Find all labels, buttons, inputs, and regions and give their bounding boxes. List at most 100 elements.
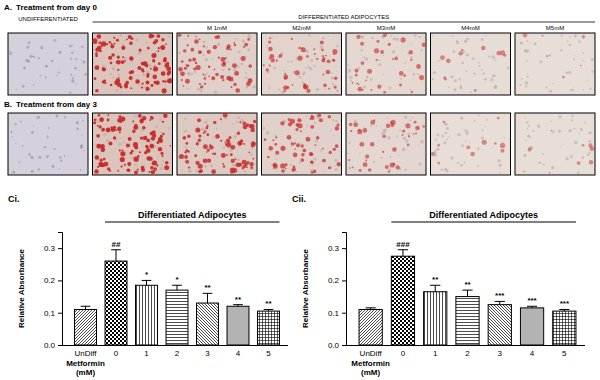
lipid-droplet bbox=[267, 156, 270, 159]
cell bbox=[160, 167, 163, 170]
lipid-droplet bbox=[146, 81, 150, 85]
lipid-droplet bbox=[332, 59, 335, 62]
lipid-droplet bbox=[263, 64, 265, 66]
lipid-droplet bbox=[337, 162, 341, 166]
cell bbox=[316, 88, 319, 91]
lipid-droplet bbox=[361, 89, 363, 91]
lipid-droplet bbox=[314, 144, 316, 146]
lipid-droplet bbox=[213, 152, 216, 155]
cell bbox=[402, 148, 406, 152]
lipid-droplet bbox=[151, 163, 153, 165]
cell bbox=[409, 119, 411, 121]
lipid-droplet bbox=[388, 43, 391, 46]
lipid-droplet bbox=[151, 53, 156, 58]
lipid-droplet bbox=[383, 91, 386, 94]
x-axis: UnDiff012345 bbox=[346, 345, 585, 358]
lipid-droplet bbox=[300, 130, 302, 132]
lipid-droplet bbox=[352, 82, 354, 84]
lipid-droplet bbox=[211, 169, 216, 174]
lipid-droplet bbox=[203, 159, 208, 164]
cell bbox=[14, 123, 16, 125]
cell bbox=[154, 145, 156, 147]
lipid-droplet bbox=[138, 48, 141, 51]
tick: 0.3 bbox=[328, 244, 346, 253]
cell bbox=[350, 80, 352, 82]
lipid-droplet bbox=[227, 140, 230, 143]
tick-label: 3 bbox=[498, 349, 503, 358]
lipid-droplet bbox=[399, 71, 404, 76]
cell bbox=[571, 119, 573, 121]
lipid-droplet bbox=[204, 83, 206, 85]
lipid-droplet bbox=[185, 160, 189, 164]
cell bbox=[184, 118, 187, 121]
cell bbox=[451, 35, 453, 37]
lipid-droplet bbox=[365, 159, 367, 161]
cell bbox=[432, 78, 434, 80]
lipid-droplet bbox=[464, 40, 466, 42]
cell bbox=[441, 135, 444, 138]
lipid-droplet bbox=[185, 79, 190, 84]
cell bbox=[481, 69, 483, 71]
cell bbox=[245, 77, 248, 80]
lipid-droplet bbox=[380, 50, 384, 54]
lipid-droplet bbox=[209, 144, 211, 146]
lipid-droplet bbox=[127, 169, 130, 172]
lipid-droplet bbox=[225, 57, 227, 59]
lipid-droplet bbox=[106, 43, 108, 45]
cell bbox=[358, 67, 360, 69]
cell bbox=[566, 157, 569, 160]
lipid-droplet bbox=[481, 46, 486, 51]
cell bbox=[58, 51, 61, 54]
lipid-droplet bbox=[161, 71, 166, 76]
lipid-droplet bbox=[154, 65, 156, 67]
lipid-droplet bbox=[151, 136, 155, 140]
cell bbox=[305, 67, 307, 69]
lipid-droplet bbox=[237, 131, 240, 134]
lipid-droplet bbox=[142, 126, 146, 130]
lipid-droplet bbox=[226, 154, 228, 156]
cell bbox=[494, 86, 498, 90]
micrograph bbox=[262, 33, 342, 95]
cell bbox=[477, 147, 480, 150]
lipid-droplet bbox=[165, 161, 169, 165]
lipid-droplet bbox=[247, 38, 250, 41]
lipid-droplet bbox=[352, 166, 354, 168]
lipid-droplet bbox=[309, 152, 313, 156]
cell bbox=[323, 170, 325, 172]
lipid-droplet bbox=[301, 153, 304, 156]
cell bbox=[122, 141, 124, 143]
lipid-droplet bbox=[549, 172, 551, 174]
error-bar bbox=[559, 309, 569, 311]
lipid-droplet bbox=[446, 58, 451, 63]
cell bbox=[532, 130, 534, 132]
cell bbox=[485, 126, 486, 127]
cell bbox=[27, 60, 30, 63]
cell bbox=[242, 40, 245, 43]
lipid-droplet bbox=[403, 74, 406, 77]
cell bbox=[205, 58, 208, 61]
lipid-droplet bbox=[142, 83, 144, 85]
cell bbox=[396, 38, 399, 41]
lipid-droplet bbox=[120, 166, 122, 168]
lipid-droplet bbox=[190, 48, 194, 52]
lipid-droplet bbox=[443, 76, 446, 79]
cell bbox=[81, 59, 82, 60]
bar bbox=[258, 311, 280, 345]
lipid-droplet bbox=[248, 78, 253, 83]
lipid-droplet bbox=[246, 166, 248, 168]
cell bbox=[433, 71, 436, 74]
lipid-droplet bbox=[415, 126, 420, 131]
lipid-droplet bbox=[412, 133, 414, 135]
lipid-droplet bbox=[221, 57, 226, 62]
lipid-droplet bbox=[349, 123, 353, 127]
image-label: M3mM bbox=[377, 25, 395, 31]
tick-mark bbox=[342, 280, 346, 281]
lipid-droplet bbox=[124, 164, 126, 166]
lipid-droplet bbox=[287, 135, 292, 140]
tick-label: 0 bbox=[401, 349, 406, 358]
lipid-droplet bbox=[582, 35, 585, 38]
lipid-droplet bbox=[386, 124, 391, 129]
lipid-droplet bbox=[322, 74, 324, 76]
cell bbox=[204, 165, 207, 168]
lipid-droplet bbox=[283, 75, 288, 80]
